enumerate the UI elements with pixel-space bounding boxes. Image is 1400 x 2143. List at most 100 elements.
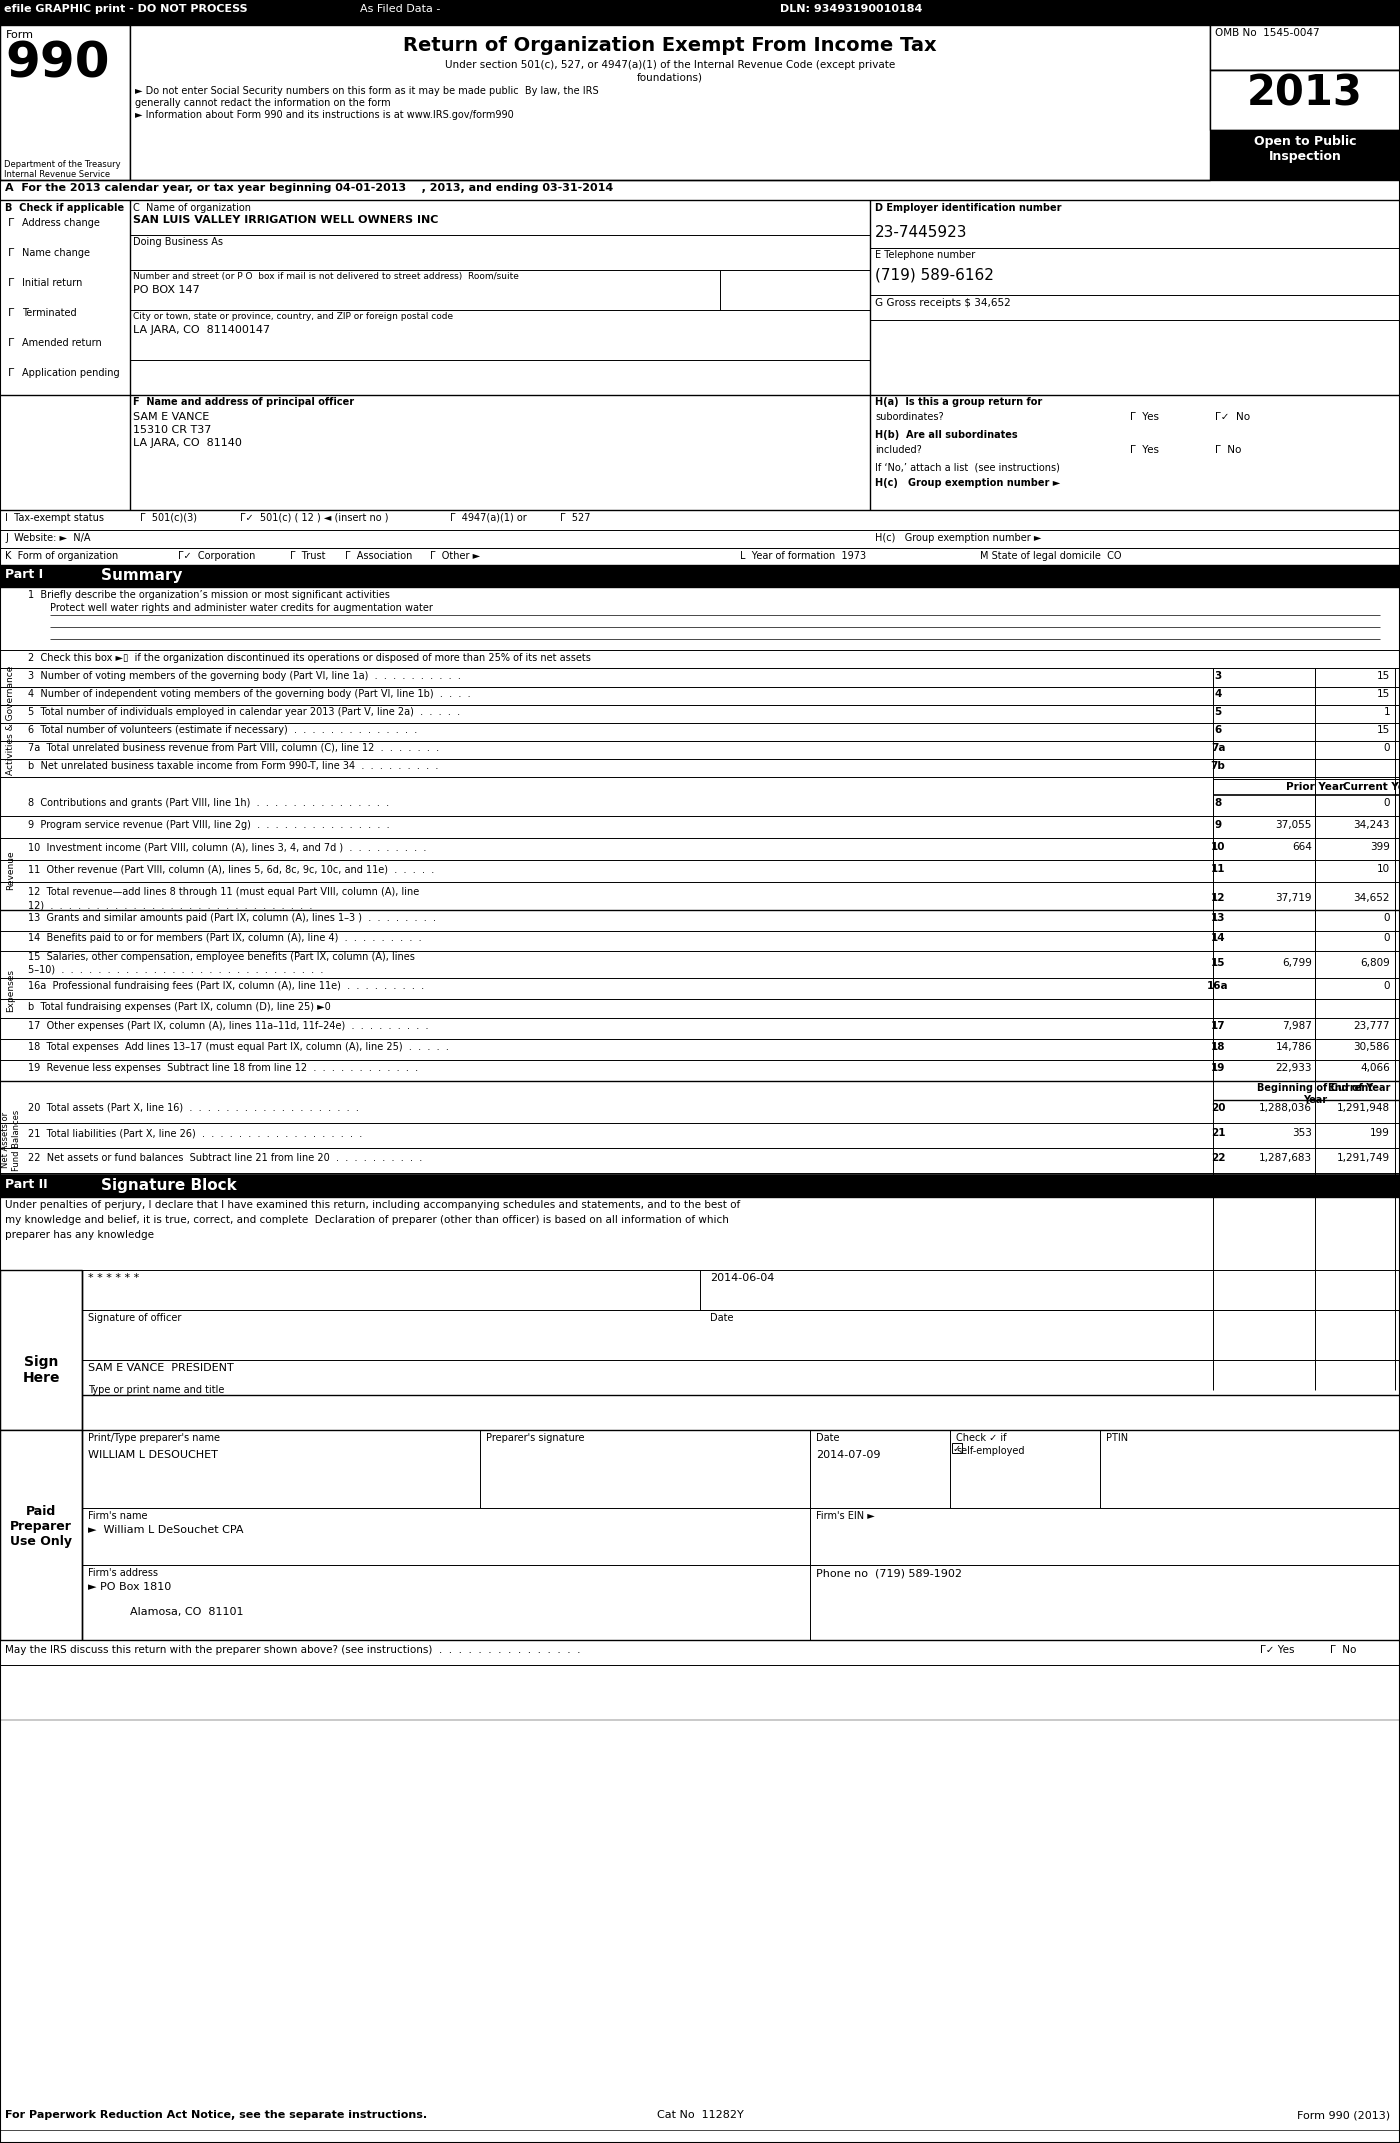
Text: 19: 19 bbox=[1211, 1063, 1225, 1074]
Text: Terminated: Terminated bbox=[22, 309, 77, 317]
Text: Γ: Γ bbox=[8, 369, 14, 377]
Text: 23,777: 23,777 bbox=[1354, 1020, 1390, 1031]
Text: Γ✓  No: Γ✓ No bbox=[1215, 411, 1250, 422]
Text: 15: 15 bbox=[1376, 671, 1390, 681]
Text: 14  Benefits paid to or for members (Part IX, column (A), line 4)  .  .  .  .  .: 14 Benefits paid to or for members (Part… bbox=[28, 932, 421, 943]
Text: If ‘No,’ attach a list  (see instructions): If ‘No,’ attach a list (see instructions… bbox=[875, 463, 1060, 471]
Text: F  Name and address of principal officer: F Name and address of principal officer bbox=[133, 396, 354, 407]
Text: H(b)  Are all subordinates: H(b) Are all subordinates bbox=[875, 431, 1018, 439]
Text: 3: 3 bbox=[1214, 671, 1222, 681]
Text: 8: 8 bbox=[1214, 797, 1222, 808]
Text: 18: 18 bbox=[1211, 1041, 1225, 1052]
Text: 1,288,036: 1,288,036 bbox=[1259, 1104, 1312, 1112]
Bar bbox=[0, 1174, 1400, 1198]
Text: Firm's address: Firm's address bbox=[88, 1569, 158, 1577]
Bar bbox=[130, 26, 1210, 180]
Text: 399: 399 bbox=[1371, 842, 1390, 853]
Text: Under penalties of perjury, I declare that I have examined this return, includin: Under penalties of perjury, I declare th… bbox=[6, 1200, 741, 1211]
Text: 34,243: 34,243 bbox=[1354, 821, 1390, 829]
Text: May the IRS discuss this return with the preparer shown above? (see instructions: May the IRS discuss this return with the… bbox=[6, 1646, 581, 1654]
Text: 37,719: 37,719 bbox=[1275, 894, 1312, 902]
Text: Γ: Γ bbox=[8, 309, 14, 317]
Text: Address change: Address change bbox=[22, 219, 99, 227]
Text: 18  Total expenses  Add lines 13–17 (must equal Part IX, column (A), line 25)  .: 18 Total expenses Add lines 13–17 (must … bbox=[28, 1041, 449, 1052]
Text: 15: 15 bbox=[1211, 958, 1225, 969]
Text: Open to Public
Inspection: Open to Public Inspection bbox=[1254, 135, 1357, 163]
Text: Protect well water rights and administer water credits for augmentation water: Protect well water rights and administer… bbox=[50, 602, 433, 613]
Text: SAM E VANCE  PRESIDENT: SAM E VANCE PRESIDENT bbox=[88, 1363, 234, 1374]
Text: Γ✓  Corporation: Γ✓ Corporation bbox=[178, 551, 255, 561]
Text: Alamosa, CO  81101: Alamosa, CO 81101 bbox=[88, 1607, 244, 1618]
Text: 1,291,948: 1,291,948 bbox=[1337, 1104, 1390, 1112]
Text: 19  Revenue less expenses  Subtract line 18 from line 12  .  .  .  .  .  .  .  .: 19 Revenue less expenses Subtract line 1… bbox=[28, 1063, 419, 1074]
Text: Firm's EIN ►: Firm's EIN ► bbox=[816, 1511, 875, 1522]
Text: 7a  Total unrelated business revenue from Part VIII, column (C), line 12  .  .  : 7a Total unrelated business revenue from… bbox=[28, 744, 440, 752]
Text: Doing Business As: Doing Business As bbox=[133, 238, 223, 246]
Text: 4: 4 bbox=[1214, 690, 1222, 699]
Text: 17: 17 bbox=[1211, 1020, 1225, 1031]
Text: 16a: 16a bbox=[1207, 981, 1229, 990]
Text: Cat No  11282Y: Cat No 11282Y bbox=[657, 2111, 743, 2119]
Text: Paid
Preparer
Use Only: Paid Preparer Use Only bbox=[10, 1504, 71, 1547]
Text: H(c)   Group exemption number ►: H(c) Group exemption number ► bbox=[875, 478, 1060, 489]
Text: Γ  Other ►: Γ Other ► bbox=[430, 551, 480, 561]
Text: Initial return: Initial return bbox=[22, 279, 83, 287]
Text: Return of Organization Exempt From Income Tax: Return of Organization Exempt From Incom… bbox=[403, 36, 937, 56]
Text: 5  Total number of individuals employed in calendar year 2013 (Part V, line 2a) : 5 Total number of individuals employed i… bbox=[28, 707, 461, 718]
Text: Print/Type preparer's name: Print/Type preparer's name bbox=[88, 1434, 220, 1442]
Text: 10  Investment income (Part VIII, column (A), lines 3, 4, and 7d )  .  .  .  .  : 10 Investment income (Part VIII, column … bbox=[28, 842, 427, 853]
Text: b  Total fundraising expenses (Part IX, column (D), line 25) ►0: b Total fundraising expenses (Part IX, c… bbox=[28, 1003, 330, 1011]
Text: Revenue: Revenue bbox=[7, 851, 15, 889]
Text: Γ: Γ bbox=[8, 339, 14, 347]
Text: Part I: Part I bbox=[6, 568, 43, 581]
Text: 10: 10 bbox=[1211, 842, 1225, 853]
Text: E Telephone number: E Telephone number bbox=[875, 251, 976, 259]
Text: Preparer's signature: Preparer's signature bbox=[486, 1434, 585, 1442]
Text: Sign
Here: Sign Here bbox=[22, 1354, 60, 1384]
Text: Γ  Yes: Γ Yes bbox=[1130, 446, 1159, 454]
Text: J  Website: ►  N/A: J Website: ► N/A bbox=[6, 534, 91, 542]
Text: 0: 0 bbox=[1383, 981, 1390, 990]
Text: 12)  .  .  .  .  .  .  .  .  .  .  .  .  .  .  .  .  .  .  .  .  .  .  .  .  .  : 12) . . . . . . . . . . . . . . . . . . … bbox=[28, 900, 312, 911]
Text: 14,786: 14,786 bbox=[1275, 1041, 1312, 1052]
Text: G Gross receipts $ 34,652: G Gross receipts $ 34,652 bbox=[875, 298, 1011, 309]
Text: Γ: Γ bbox=[8, 249, 14, 257]
Text: Part II: Part II bbox=[6, 1179, 48, 1192]
Text: DLN: 93493190010184: DLN: 93493190010184 bbox=[780, 4, 923, 15]
Text: Under section 501(c), 527, or 4947(a)(1) of the Internal Revenue Code (except pr: Under section 501(c), 527, or 4947(a)(1)… bbox=[445, 60, 895, 71]
Text: 5: 5 bbox=[1214, 707, 1222, 718]
Text: As Filed Data -: As Filed Data - bbox=[360, 4, 441, 15]
Bar bbox=[1210, 26, 1400, 71]
Text: L  Year of formation  1973: L Year of formation 1973 bbox=[741, 551, 867, 561]
Text: K  Form of organization: K Form of organization bbox=[6, 551, 118, 561]
Text: ► PO Box 1810: ► PO Box 1810 bbox=[88, 1582, 171, 1592]
Text: Department of the Treasury: Department of the Treasury bbox=[4, 161, 120, 169]
Text: PTIN: PTIN bbox=[1106, 1434, 1128, 1442]
Text: 990: 990 bbox=[6, 41, 109, 88]
Text: Γ  Yes: Γ Yes bbox=[1130, 411, 1159, 422]
Text: efile GRAPHIC print - DO NOT PROCESS: efile GRAPHIC print - DO NOT PROCESS bbox=[4, 4, 248, 15]
Text: 2014-06-04: 2014-06-04 bbox=[710, 1273, 774, 1284]
Text: (719) 589-6162: (719) 589-6162 bbox=[875, 268, 994, 283]
Text: 22,933: 22,933 bbox=[1275, 1063, 1312, 1074]
Text: Activities & Governance: Activities & Governance bbox=[7, 664, 15, 774]
Text: Γ  4947(a)(1) or: Γ 4947(a)(1) or bbox=[449, 512, 526, 523]
Text: 22: 22 bbox=[1211, 1153, 1225, 1164]
Text: 21  Total liabilities (Part X, line 26)  .  .  .  .  .  .  .  .  .  .  .  .  .  : 21 Total liabilities (Part X, line 26) .… bbox=[28, 1127, 363, 1138]
Text: 6,799: 6,799 bbox=[1282, 958, 1312, 969]
Text: 20  Total assets (Part X, line 16)  .  .  .  .  .  .  .  .  .  .  .  .  .  .  . : 20 Total assets (Part X, line 16) . . . … bbox=[28, 1104, 358, 1112]
Text: Net Assets or
Fund Balances: Net Assets or Fund Balances bbox=[1, 1110, 21, 1170]
Text: City or town, state or province, country, and ZIP or foreign postal code: City or town, state or province, country… bbox=[133, 313, 454, 321]
Text: 6: 6 bbox=[1214, 724, 1222, 735]
Text: Firm's name: Firm's name bbox=[88, 1511, 147, 1522]
Text: 37,055: 37,055 bbox=[1275, 821, 1312, 829]
Bar bbox=[0, 0, 1400, 26]
Text: ► Information about Form 990 and its instructions is at www.IRS.gov/form990: ► Information about Form 990 and its ins… bbox=[134, 109, 514, 120]
Text: I  Tax-exempt status: I Tax-exempt status bbox=[6, 512, 104, 523]
Text: Check ✓ if: Check ✓ if bbox=[956, 1434, 1007, 1442]
Text: 3  Number of voting members of the governing body (Part VI, line 1a)  .  .  .  .: 3 Number of voting members of the govern… bbox=[28, 671, 461, 681]
Text: 11: 11 bbox=[1211, 864, 1225, 874]
Text: 2014-07-09: 2014-07-09 bbox=[816, 1451, 881, 1459]
Text: 13  Grants and similar amounts paid (Part IX, column (A), lines 1–3 )  .  .  .  : 13 Grants and similar amounts paid (Part… bbox=[28, 913, 435, 924]
Text: 21: 21 bbox=[1211, 1127, 1225, 1138]
